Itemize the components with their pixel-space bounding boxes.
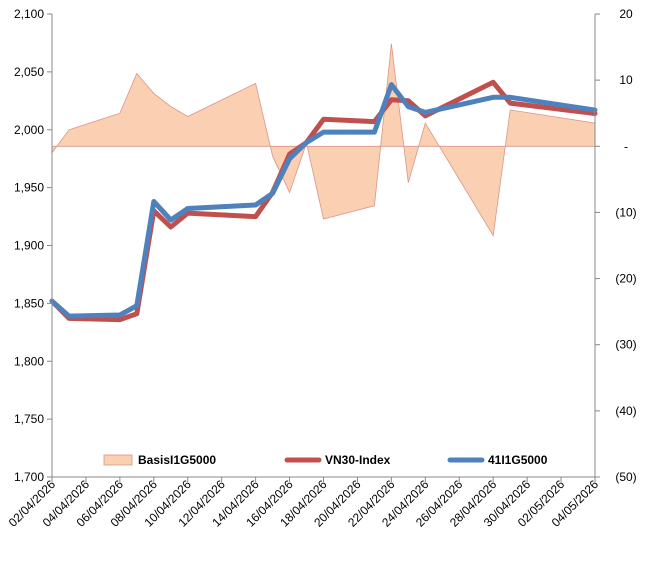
y-right-tick-label: (10) [615, 205, 636, 219]
y-left-tick-label: 1,800 [14, 354, 44, 368]
legend-label: BasisI1G5000 [138, 453, 216, 467]
y-left-tick-label: 1,900 [14, 239, 44, 253]
legend-swatch-area [103, 454, 133, 466]
y-right-tick-label: (20) [615, 272, 636, 286]
y-left-tick-label: 2,050 [14, 65, 44, 79]
legend: BasisI1G5000 VN30-Index 41I1G5000 [103, 453, 548, 467]
y-right-tick-label: (50) [615, 470, 636, 484]
y-left-tick-label: 2,000 [14, 123, 44, 137]
y-right-tick-label: (30) [615, 338, 636, 352]
y-left-tick-label: 2,100 [14, 7, 44, 21]
y-left-tick-label: 1,700 [14, 470, 44, 484]
y-right-tick-label: 20 [619, 7, 633, 21]
y-left-tick-label: 1,950 [14, 181, 44, 195]
series-line-2 [49, 82, 598, 319]
legend-label: 41I1G5000 [488, 453, 548, 467]
y-right-tick-label: 10 [619, 73, 633, 87]
axes-layer: 1,700 1,750 1,800 1,850 1,900 1,950 2,000 2,050… [14, 7, 637, 484]
y-left-tick-label: 1,750 [14, 412, 44, 426]
series-line-1 [49, 79, 598, 323]
series-area-basis [51, 43, 596, 237]
line-layer [49, 79, 598, 323]
legend-label: VN30-Index [325, 453, 391, 467]
basis-area-layer [51, 43, 596, 237]
y-right-tick-label: (40) [615, 404, 636, 418]
y-left-tick-label: 1,850 [14, 296, 44, 310]
y-right-tick-label: - [624, 139, 628, 153]
